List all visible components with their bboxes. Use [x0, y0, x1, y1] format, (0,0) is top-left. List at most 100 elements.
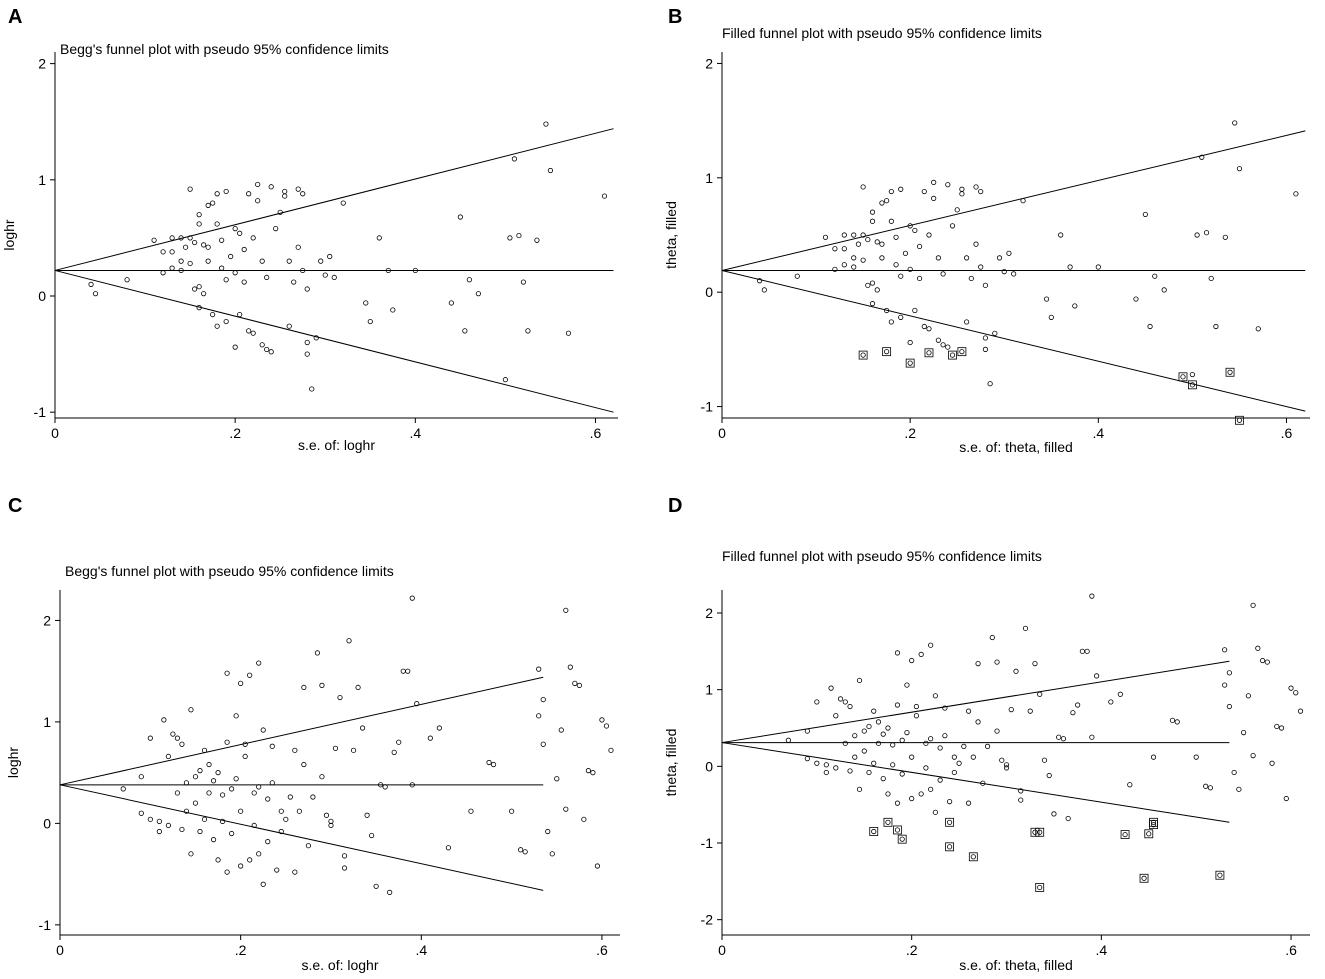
- study-point: [1072, 303, 1078, 309]
- y-tick-label: 0: [38, 288, 46, 304]
- panel-a-title: Begg's funnel plot with pseudo 95% confi…: [60, 41, 389, 57]
- filled-study-point: [1149, 820, 1158, 829]
- study-point: [1293, 690, 1299, 696]
- study-point: [904, 729, 910, 736]
- study-point: [894, 650, 901, 656]
- study-point: [224, 670, 230, 676]
- study-point: [894, 800, 901, 806]
- study-point: [1241, 729, 1247, 736]
- study-point: [1013, 668, 1019, 674]
- study-point: [215, 857, 221, 863]
- study-point: [1222, 682, 1228, 688]
- x-tick-label: .2: [906, 942, 918, 958]
- study-point: [196, 305, 202, 311]
- study-point: [295, 186, 301, 192]
- study-point: [869, 218, 876, 224]
- study-point: [860, 232, 866, 238]
- study-point: [409, 595, 415, 601]
- filled-study-point: [968, 852, 978, 862]
- study-point: [183, 780, 190, 786]
- filled-study-point: [957, 347, 967, 357]
- filled-study-point-inner: [949, 352, 956, 358]
- study-point: [1147, 323, 1153, 330]
- filled-study-point-inner: [947, 844, 953, 850]
- study-point: [223, 277, 229, 283]
- study-point: [331, 274, 337, 281]
- filled-study-point-inner: [959, 349, 965, 355]
- study-point: [888, 319, 894, 325]
- x-tick-label: 0: [56, 942, 64, 958]
- study-point: [1027, 708, 1033, 714]
- study-point: [923, 740, 929, 746]
- filled-study-point-inner: [884, 349, 890, 355]
- study-point: [880, 775, 886, 782]
- study-point: [599, 717, 605, 723]
- study-point: [842, 740, 848, 746]
- study-point: [865, 282, 871, 288]
- study-point: [210, 200, 216, 206]
- y-axis-label: loghr: [1, 219, 17, 250]
- study-point: [608, 747, 614, 753]
- study-point: [879, 241, 885, 247]
- study-point: [206, 790, 212, 796]
- filled-study-point: [897, 834, 907, 844]
- study-point: [188, 851, 194, 857]
- study-point: [369, 832, 375, 839]
- study-point: [363, 300, 369, 306]
- study-point: [975, 660, 981, 667]
- study-point: [982, 335, 989, 341]
- study-point: [310, 794, 316, 800]
- x-axis-label: s.e. of: theta, filled: [959, 439, 1073, 455]
- study-point: [978, 264, 984, 270]
- study-point: [228, 253, 234, 260]
- x-tick-label: .2: [235, 942, 247, 958]
- study-point: [890, 742, 896, 748]
- study-point: [1075, 702, 1081, 708]
- filled-study-point: [858, 350, 868, 360]
- study-point: [913, 703, 920, 710]
- study-point: [260, 727, 266, 733]
- study-point: [192, 800, 199, 806]
- study-point: [232, 270, 238, 276]
- study-point: [912, 227, 918, 234]
- study-point: [851, 264, 857, 270]
- study-point: [259, 342, 265, 348]
- study-point: [1293, 191, 1299, 197]
- study-point: [874, 287, 880, 293]
- study-point: [251, 790, 257, 796]
- study-point: [1199, 154, 1205, 160]
- study-point: [192, 286, 198, 292]
- filled-study-point-inner: [926, 350, 932, 356]
- study-point: [923, 765, 929, 771]
- study-point: [984, 743, 991, 750]
- study-point: [951, 769, 957, 776]
- filled-study-point-inner: [1032, 829, 1038, 835]
- study-point: [947, 798, 953, 805]
- study-point: [305, 843, 311, 849]
- study-point: [1226, 670, 1232, 676]
- study-point: [120, 786, 126, 792]
- study-point: [847, 768, 853, 774]
- y-axis-label: loghr: [5, 747, 21, 778]
- filled-study-point: [924, 348, 934, 358]
- study-point: [851, 255, 857, 261]
- y-tick-label: 0: [43, 815, 51, 831]
- study-point: [201, 291, 207, 297]
- filled-study-point-inner: [885, 819, 891, 825]
- study-point: [300, 267, 306, 274]
- panel-letter-a: A: [8, 6, 23, 28]
- study-point: [516, 232, 522, 239]
- study-point: [869, 301, 876, 307]
- study-point: [259, 258, 265, 264]
- study-point: [888, 218, 894, 224]
- study-point: [92, 291, 99, 297]
- study-point: [196, 284, 202, 290]
- study-point: [860, 257, 866, 263]
- study-point: [1203, 783, 1209, 789]
- y-tick-label: 0: [705, 758, 713, 774]
- study-point: [823, 762, 829, 768]
- study-point: [151, 237, 157, 243]
- study-point: [1283, 795, 1289, 802]
- study-point: [904, 682, 910, 688]
